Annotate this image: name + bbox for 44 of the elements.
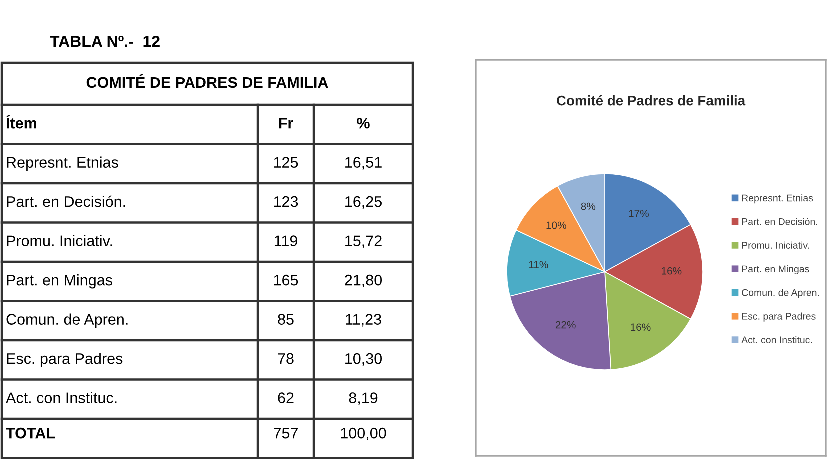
- data-label: 165: [274, 274, 298, 286]
- text: COMITÉ DE PADRES DE FAMILIA: [86, 74, 328, 88]
- data-label: 22%: [556, 321, 576, 329]
- data-label: 85: [278, 314, 294, 325]
- text: Fr: [279, 118, 294, 129]
- data-label: 16,25: [346, 196, 382, 210]
- data-label: 16%: [662, 267, 682, 275]
- data-label: 78: [278, 353, 294, 364]
- category-label: Part. en Mingas: [7, 274, 112, 289]
- data-label: 16,51: [346, 157, 382, 170]
- data-label: 757: [274, 428, 298, 439]
- legend-label: Part. en Decisión.: [742, 218, 818, 226]
- legend-label: Comun. de Apren.: [742, 289, 820, 298]
- data-label: 62: [278, 392, 294, 404]
- legend-label: Represnt. Etnias: [742, 194, 814, 204]
- data-label: 16%: [631, 324, 651, 332]
- legend-label: Promu. Iniciativ.: [742, 242, 810, 249]
- category-label: Part. en Decisión.: [7, 196, 126, 208]
- category-label: Comun. de Apren.: [6, 314, 128, 328]
- category-label: Promu. Iniciativ.: [7, 235, 112, 246]
- data-label: 119: [274, 236, 298, 246]
- data-label: 17%: [629, 210, 649, 218]
- data-label: 11%: [529, 261, 548, 268]
- data-label: 123: [274, 196, 298, 208]
- category-label: TOTAL: [6, 428, 56, 439]
- legend-label: Act. con Instituc.: [742, 336, 812, 344]
- data-label: 10%: [546, 222, 566, 230]
- data-label: 100,00: [341, 428, 386, 441]
- chart-title: Comité de Padres de Familia: [557, 95, 746, 106]
- text: Ítem: [6, 115, 36, 129]
- data-label: 11,23: [346, 314, 382, 327]
- legend-label: Esc. para Padres: [742, 312, 816, 322]
- data-label: 125: [274, 157, 298, 168]
- data-label: 21,80: [345, 274, 382, 288]
- data-label: 8,19: [349, 392, 378, 406]
- text: %: [357, 118, 370, 129]
- legend-label: Part. en Mingas: [742, 265, 810, 275]
- text: TABLA Nº.- 12: [50, 36, 160, 48]
- category-label: Act. con Instituc.: [6, 392, 117, 404]
- data-label: 15,72: [346, 236, 382, 248]
- category-label: Esc. para Padres: [7, 353, 123, 368]
- category-label: Represnt. Etnias: [7, 156, 118, 171]
- data-label: 8%: [581, 202, 596, 210]
- data-label: 10,30: [346, 353, 382, 366]
